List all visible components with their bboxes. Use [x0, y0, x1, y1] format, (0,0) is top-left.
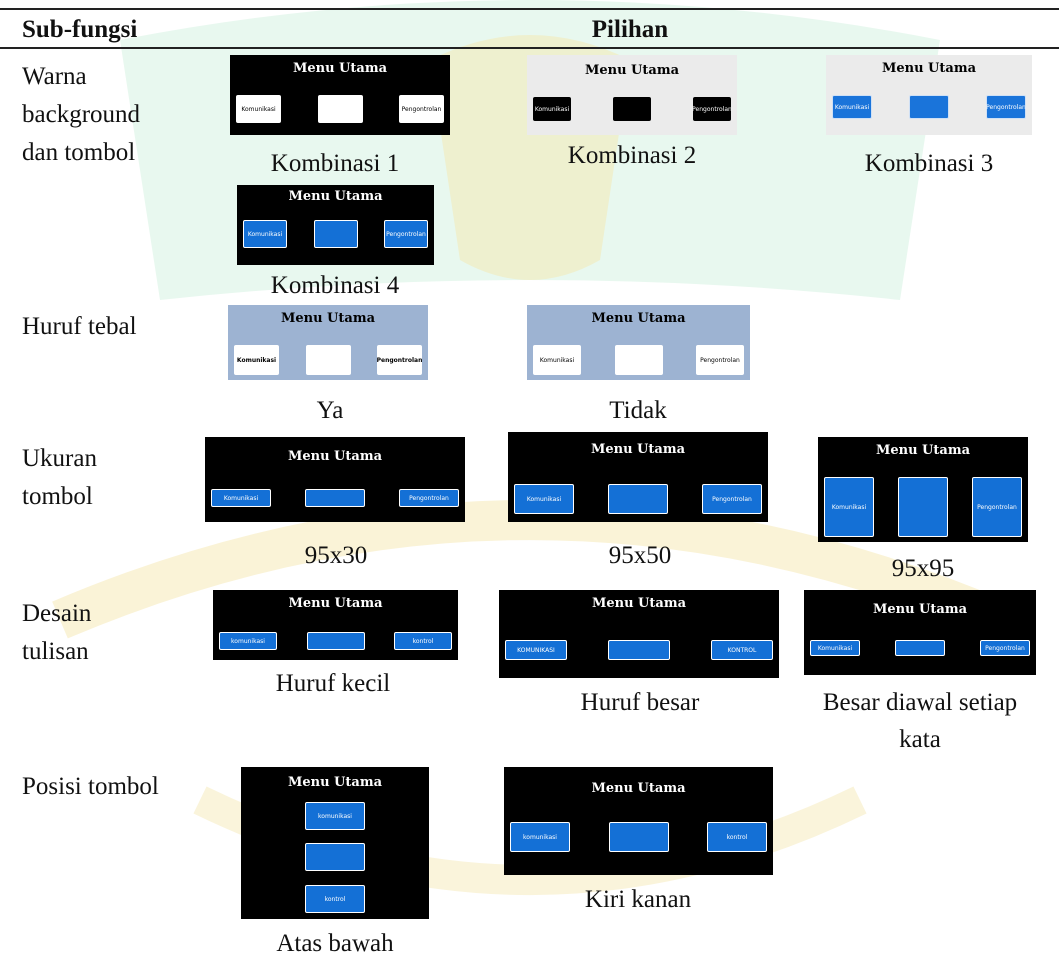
- screen-button: Pengontrolan: [986, 95, 1026, 119]
- screen-button: Komunikasi: [234, 345, 279, 375]
- screen-title: Menu Utama: [280, 311, 376, 326]
- screen-title: Menu Utama: [875, 443, 971, 458]
- header-rule: [0, 47, 1059, 49]
- screenshot-thumbnail: Menu Utama komunikasi kontrol: [213, 590, 458, 660]
- screen-button: Pengontrolan: [696, 345, 744, 375]
- screenshot-thumbnail: Menu Utama Komunikasi Pengontrolan: [527, 55, 737, 135]
- screen-button: [305, 489, 365, 507]
- screenshot-thumbnail: Menu Utama Komunikasi Pengontrolan: [237, 185, 434, 265]
- screen-button: Komunikasi: [243, 220, 287, 248]
- screen-button: [608, 822, 669, 852]
- row-label: Warna background dan tombol: [22, 63, 141, 166]
- screen-title: Menu Utama: [288, 189, 383, 204]
- screen-title: Menu Utama: [288, 596, 383, 611]
- screen-button: Komunikasi: [810, 640, 860, 656]
- screen-button: komunikasi: [305, 802, 365, 830]
- header-cell: Pilihan: [591, 16, 669, 43]
- screen-button: kontrol: [305, 885, 365, 913]
- screen-button: [317, 95, 363, 123]
- option-caption: Kombinasi 4: [270, 272, 400, 299]
- screen-button: [305, 843, 365, 871]
- screen-button: Komunikasi: [533, 97, 571, 121]
- screenshot-thumbnail: Menu Utama komunikasi kontrol: [504, 767, 773, 875]
- screen-button: [305, 345, 351, 375]
- table-top-rule: [0, 8, 1059, 10]
- screenshot-thumbnail: Menu Utama Komunikasi Pengontrolan: [818, 437, 1028, 542]
- screen-title: Menu Utama: [584, 63, 680, 78]
- option-caption: Ya: [316, 397, 344, 424]
- row-label: Ukuran tombol: [22, 445, 97, 510]
- screen-title: Menu Utama: [591, 596, 687, 611]
- option-caption: Kiri kanan: [584, 886, 692, 913]
- screenshot-thumbnail: Menu Utama Komunikasi Pengontrolan: [826, 55, 1032, 135]
- screen-button: Pengontrolan: [384, 220, 428, 248]
- option-caption: 95x95: [891, 555, 955, 582]
- screen-button: Pengontrolan: [399, 95, 444, 123]
- screen-button: [895, 640, 945, 656]
- row-label: Huruf tebal: [22, 313, 137, 340]
- screen-button: Pengontrolan: [972, 477, 1022, 537]
- screen-button: komunikasi: [510, 822, 570, 852]
- screen-title: Menu Utama: [591, 311, 686, 326]
- row-label: Posisi tombol: [22, 773, 159, 800]
- option-caption: Huruf besar: [580, 689, 700, 716]
- screen-button: KOMUNIKASI: [505, 640, 567, 660]
- screen-button: komunikasi: [219, 632, 277, 650]
- screen-button: Komunikasi: [514, 484, 574, 514]
- row-label: Desain tulisan: [22, 600, 92, 665]
- screen-button: [608, 484, 668, 514]
- screen-button: [909, 95, 949, 119]
- screen-button: [614, 345, 663, 375]
- screen-button: Pengontrolan: [377, 345, 422, 375]
- screenshot-thumbnail: Menu Utama Komunikasi Pengontrolan: [228, 305, 428, 380]
- screen-button: Pengontrolan: [692, 97, 732, 121]
- screen-button: Komunikasi: [211, 489, 271, 507]
- option-caption: Atas bawah: [276, 930, 394, 957]
- screen-button: Komunikasi: [236, 95, 281, 123]
- screen-button: Komunikasi: [824, 477, 874, 537]
- header-cell: Sub-fungsi: [22, 16, 138, 43]
- screenshot-thumbnail: Menu Utama Komunikasi Pengontrolan: [527, 305, 750, 380]
- screen-title: Menu Utama: [590, 442, 686, 457]
- screenshot-thumbnail: Menu Utama Komunikasi Pengontrolan: [230, 55, 450, 135]
- screen-button: Pengontrolan: [980, 640, 1030, 656]
- option-caption: Tidak: [609, 397, 667, 424]
- option-caption: Kombinasi 2: [567, 142, 697, 169]
- screen-title: Menu Utama: [872, 602, 968, 617]
- screen-button: KONTROL: [711, 640, 773, 660]
- screen-title: Menu Utama: [591, 781, 686, 796]
- screenshot-thumbnail: Menu Utama Komunikasi Pengontrolan: [804, 590, 1036, 675]
- screenshot-thumbnail: Menu Utama Komunikasi Pengontrolan: [508, 432, 768, 522]
- screen-button: [608, 640, 670, 660]
- option-caption: Huruf kecil: [275, 670, 391, 697]
- screen-button: [313, 220, 358, 248]
- screen-button: Komunikasi: [533, 345, 581, 375]
- screen-button: Komunikasi: [832, 95, 872, 119]
- screenshot-thumbnail: Menu Utama komunikasi kontrol: [241, 767, 429, 919]
- screen-button: kontrol: [707, 822, 767, 852]
- screen-title: Menu Utama: [287, 449, 383, 464]
- option-caption: 95x50: [608, 542, 672, 569]
- screen-button: kontrol: [394, 632, 452, 650]
- screen-button: [613, 97, 651, 121]
- screen-title: Menu Utama: [287, 775, 383, 790]
- screen-title: Menu Utama: [881, 61, 977, 76]
- option-caption: Kombinasi 3: [864, 150, 994, 177]
- screenshot-thumbnail: Menu Utama Komunikasi Pengontrolan: [205, 437, 465, 522]
- option-caption: 95x30: [304, 542, 368, 569]
- screen-title: Menu Utama: [292, 61, 388, 76]
- option-caption: Kombinasi 1: [270, 150, 400, 177]
- screen-button: [306, 632, 365, 650]
- screen-button: Pengontrolan: [399, 489, 459, 507]
- screenshot-thumbnail: Menu Utama KOMUNIKASI KONTROL: [499, 590, 779, 678]
- option-caption: Besar diawal setiap kata: [822, 689, 1018, 753]
- screen-button: [898, 477, 948, 537]
- screen-button: Pengontrolan: [702, 484, 762, 514]
